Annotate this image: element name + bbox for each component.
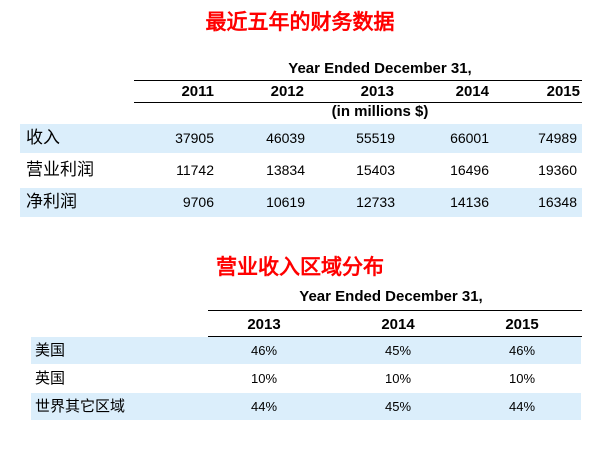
financials-title: 最近五年的财务数据 <box>205 10 395 34</box>
regions-title: 营业收入区域分布 <box>216 255 384 279</box>
regions-header-rule-top <box>208 310 582 311</box>
regions-header-rule-bottom <box>208 336 582 337</box>
financials-cell: 74989 <box>538 130 577 146</box>
financials-year-2013: 2013 <box>360 83 394 100</box>
financials-year-2012: 2012 <box>270 83 304 100</box>
financials-header-rule-bottom <box>134 102 582 103</box>
regions-year-2014: 2014 <box>381 316 415 333</box>
financials-year-2014: 2014 <box>455 83 489 100</box>
regions-cell: 46% <box>508 343 536 358</box>
financials-cell: 9706 <box>182 194 214 210</box>
regions-cell: 44% <box>250 399 278 414</box>
regions-cell: 44% <box>508 399 536 414</box>
financials-header-rule-top <box>134 80 582 81</box>
financials-cell: 10619 <box>266 194 305 210</box>
regions-row-label: 世界其它区域 <box>35 397 126 415</box>
financials-row-net-profit: 净利润 9706 10619 12733 14136 16348 <box>20 188 582 217</box>
regions-year-2015: 2015 <box>505 316 539 333</box>
financials-row-revenue: 收入 37905 46039 55519 66001 74989 <box>20 124 582 153</box>
financials-cell: 15403 <box>356 162 395 178</box>
financials-cell: 14136 <box>450 194 489 210</box>
financials-cell: 12733 <box>356 194 395 210</box>
financials-row-label: 净利润 <box>26 192 77 212</box>
financials-cell: 66001 <box>450 130 489 146</box>
financials-cell: 16496 <box>450 162 489 178</box>
regions-cell: 10% <box>384 371 412 386</box>
regions-year-2013: 2013 <box>247 316 281 333</box>
financials-year-2011: 2011 <box>181 83 214 100</box>
financials-year-2015: 2015 <box>546 83 580 100</box>
regions-cell: 45% <box>384 343 412 358</box>
financials-row-label: 收入 <box>26 128 60 148</box>
financials-period-header: Year Ended December 31, <box>288 60 472 77</box>
financials-cell: 13834 <box>266 162 305 178</box>
regions-row-uk: 英国 10% 10% 10% <box>31 365 581 392</box>
regions-row-rest-of-world: 世界其它区域 44% 45% 44% <box>31 393 581 420</box>
regions-cell: 10% <box>508 371 536 386</box>
financials-cell: 11742 <box>176 162 214 178</box>
financials-row-operating-profit: 营业利润 11742 13834 15403 16496 19360 <box>20 156 582 185</box>
financials-cell: 37905 <box>175 130 214 146</box>
regions-row-label: 英国 <box>35 369 66 387</box>
financials-row-label: 营业利润 <box>26 160 94 180</box>
financials-cell: 55519 <box>356 130 395 146</box>
financials-cell: 46039 <box>266 130 305 146</box>
regions-cell: 45% <box>384 399 412 414</box>
financials-cell: 19360 <box>538 162 577 178</box>
regions-cell: 10% <box>250 371 278 386</box>
financials-cell: 16348 <box>538 194 577 210</box>
regions-row-usa: 美国 46% 45% 46% <box>31 337 581 364</box>
regions-row-label: 美国 <box>35 341 66 359</box>
regions-period-header: Year Ended December 31, <box>299 288 483 305</box>
regions-cell: 46% <box>250 343 278 358</box>
financials-unit-note: (in millions $) <box>331 103 429 120</box>
